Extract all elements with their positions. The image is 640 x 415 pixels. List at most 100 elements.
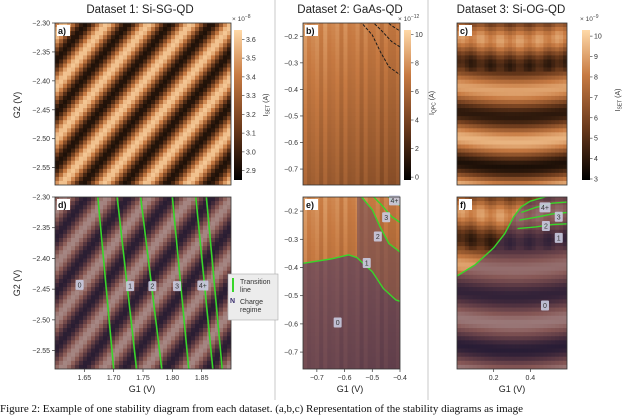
colorbar-tick-label: 8 (415, 60, 419, 67)
x-tick-label: 1.75 (136, 375, 150, 382)
y-tick-label: −0.2 (284, 34, 298, 41)
transition-line (205, 197, 223, 369)
charge-regime-label: 1 (126, 281, 135, 292)
y-tick-label: −2.40 (32, 256, 50, 263)
transition-line (97, 197, 115, 369)
y-tick-label: −0.4 (284, 265, 298, 272)
y-tick-label: −0.3 (284, 60, 298, 67)
charge-regime-label: 3 (173, 281, 182, 292)
x-axis-label-d: G1 (V) (129, 384, 156, 394)
colorbar-a-label: ISET (A) (263, 94, 272, 117)
heatmap-a (55, 23, 231, 185)
colorbar-tick-label: 2 (415, 146, 419, 153)
y-axis-label-d: G2 (V) (12, 270, 22, 297)
panel-b: b) −0.2 −0.3 −0.4 −0.5 −0.6 −0.7 (284, 22, 401, 186)
legend: Transition line N Charge regime (227, 273, 279, 321)
dataset-2-title: Dataset 2: GaAs-QD (297, 4, 402, 16)
colorbar-tick-label: 3.1 (246, 131, 256, 138)
colorbar-tick-label: 7 (594, 95, 598, 102)
charge-transition-trace-b (387, 23, 400, 32)
colorbar-tick-label: 6 (415, 89, 419, 96)
x-tick-label: 1.70 (107, 375, 121, 382)
dataset-1-title: Dataset 1: Si-SG-QD (86, 4, 193, 16)
y-tick-label: −2.55 (32, 348, 50, 355)
colorbar-tick-label: 0 (415, 175, 419, 182)
colorbar-tick-label: 2.9 (246, 168, 256, 175)
charge-regime-label: 2 (373, 231, 382, 242)
dataset-3-title: Dataset 3: Si-OG-QD (457, 4, 566, 16)
charge-transition-trace-b (372, 23, 400, 48)
colorbar-b: 0 2 4 6 8 10 × 10−12 IQPC (A) (398, 14, 438, 182)
panel-label-c: c) (460, 26, 468, 36)
x-tick-label: −0.4 (393, 375, 407, 382)
x-tick-label: 0.4 (525, 375, 535, 382)
y-axis-label-a: G2 (V) (12, 92, 22, 119)
y-tick-label: −0.7 (284, 167, 298, 174)
colorbar-a-exponent: × 10−8 (232, 14, 251, 23)
legend-regime-label-2: regime (240, 307, 262, 314)
x-tick-label: 1.85 (195, 375, 209, 382)
charge-regime-label: 3 (382, 212, 391, 223)
charge-regime-label: 0 (75, 279, 84, 290)
y-tick-label: −2.45 (32, 107, 50, 114)
y-tick-label: −2.35 (32, 225, 50, 232)
panel-c: c) (456, 22, 568, 186)
y-tick-label: −2.30 (32, 195, 50, 202)
colorbar-tick-label: 6 (594, 115, 598, 122)
y-tick-label: −2.55 (32, 165, 50, 172)
x-axis-label-f: G1 (V) (499, 384, 526, 394)
y-tick-label: −0.2 (284, 209, 298, 216)
heatmap-f (457, 197, 567, 369)
colorbar-tick-label: 10 (415, 32, 423, 39)
y-tick-label: −2.30 (32, 21, 50, 28)
colorbar-tick-label: 3.0 (246, 149, 256, 156)
y-tick-label: −0.5 (284, 113, 298, 120)
charge-regime-label: 4+ (539, 202, 551, 213)
x-tick-label: −0.5 (365, 375, 379, 382)
heatmap-c (457, 23, 567, 185)
panel-a: a) −2.30 −2.35 −2.40 −2.45 −2.50 −2.55 (32, 21, 232, 186)
y-tick-label: −2.40 (32, 78, 50, 85)
x-tick-label: 1.65 (78, 375, 92, 382)
panel-label-d: d) (58, 200, 67, 210)
panel-d: 0 1 2 3 4+ d) −2.30 −2.35 −2.40 −2.45 −2.50 −2.55… (32, 195, 232, 394)
colorbar-c-label: ISET (A) (615, 89, 624, 112)
charge-regime-region (457, 197, 567, 369)
charge-regime-region (303, 254, 400, 369)
colorbar-tick-label: 3.2 (246, 112, 256, 119)
y-tick-label: −0.5 (284, 293, 298, 300)
colorbar-tick-label: 3 (594, 176, 598, 183)
transition-line (457, 197, 549, 277)
charge-regime-label: 4+ (388, 195, 400, 206)
colorbar-tick-label: 3.4 (246, 74, 256, 81)
colorbar-b-label: IQPC (A) (429, 91, 438, 115)
panel-label-b: b) (306, 26, 315, 36)
charge-regime-label: 1 (362, 257, 371, 268)
y-tick-label: −2.35 (32, 49, 50, 56)
y-tick-label: −0.3 (284, 237, 298, 244)
colorbar-tick-label: 3.3 (246, 93, 256, 100)
charge-regime-region (357, 197, 400, 302)
colorbar-c: 3 4 5 6 7 8 9 10 × 10−9 ISET (A) (580, 14, 624, 183)
charge-transition-trace-b (361, 23, 400, 76)
y-tick-label: −2.50 (32, 136, 50, 143)
colorbar-tick-label: 8 (594, 74, 598, 81)
legend-transition-label-2: line (240, 287, 251, 294)
x-axis-label-e: G1 (V) (337, 384, 364, 394)
legend-regime-label-1: Charge (240, 299, 263, 306)
y-tick-label: −0.7 (284, 350, 298, 357)
x-tick-label: −0.7 (310, 375, 324, 382)
charge-regime-label: 0 (541, 300, 549, 311)
charge-regime-label: 3 (554, 211, 563, 222)
colorbar-tick-label: 4 (594, 156, 598, 163)
charge-regime-label: 0 (333, 317, 342, 328)
y-tick-label: −2.50 (32, 317, 50, 324)
panel-label-e: e) (306, 200, 314, 210)
charge-regime-label: 2 (541, 221, 550, 232)
y-tick-label: −2.45 (32, 287, 50, 294)
charge-regime-label: 4+ (197, 280, 209, 291)
colorbar-tick-label: 4 (415, 118, 419, 125)
x-tick-label: 1.80 (166, 375, 180, 382)
x-tick-label: −0.6 (338, 375, 352, 382)
